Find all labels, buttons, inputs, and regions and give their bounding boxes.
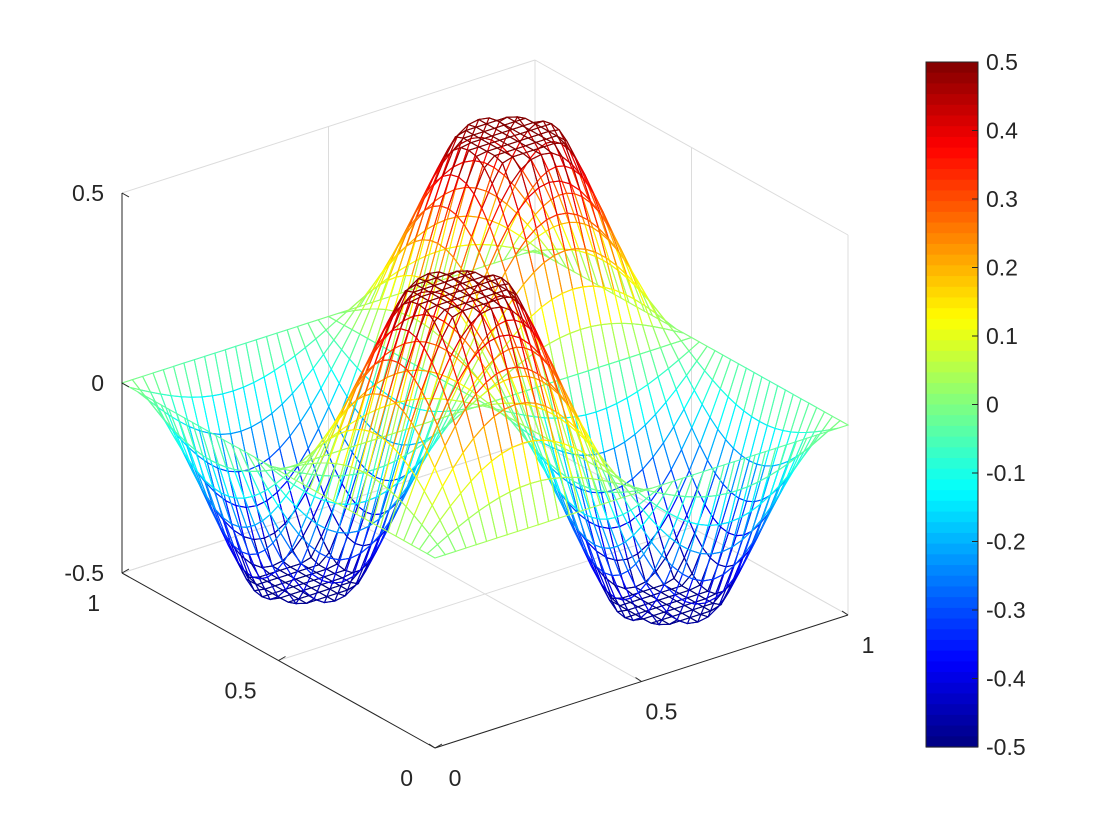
colorbar-swatch (926, 425, 978, 438)
colorbar-swatch (926, 297, 978, 309)
colorbar-swatch (926, 436, 978, 448)
colorbar-swatch (926, 222, 978, 234)
y-tick (121, 568, 130, 574)
x-tick (841, 610, 849, 616)
colorbar-swatch (926, 586, 978, 598)
colorbar-swatch (926, 458, 978, 470)
colorbar-swatch (926, 190, 978, 202)
colorbar-swatch (926, 383, 978, 395)
colorbar-tick-label: 0.1 (986, 323, 1018, 349)
colorbar-tick-label: 0.4 (986, 118, 1018, 144)
colorbar-swatch (926, 233, 978, 245)
colorbar-swatch (926, 308, 978, 320)
colorbar-swatch (926, 650, 978, 662)
colorbar-swatch (926, 629, 978, 641)
colorbar-swatch (926, 62, 978, 74)
y-tick (434, 743, 443, 749)
x-tick (428, 743, 436, 749)
x-tick-label: 0.5 (646, 699, 678, 725)
colorbar-tick-label: -0.1 (986, 460, 1026, 486)
colorbar-swatch (926, 201, 978, 213)
x-tick-label: 0 (449, 765, 462, 791)
colorbar-swatch (926, 522, 978, 534)
colorbar-swatch (926, 447, 978, 459)
colorbar-swatch (926, 340, 978, 352)
colorbar-tick-label: -0.2 (986, 529, 1026, 555)
colorbar-swatch (926, 661, 978, 673)
colorbar-tick-label: -0.5 (986, 734, 1026, 760)
y-tick-label: 0.5 (225, 678, 257, 704)
colorbar: 0.5 0.4 0.3 0.2 0.1 0 -0.1 -0.2 -0.3 -0.4 -0.5 (925, 49, 1026, 760)
colorbar-swatch (926, 468, 978, 481)
colorbar-tick-label: 0.3 (986, 186, 1018, 212)
colorbar-swatch (926, 639, 978, 652)
surface-cell (426, 543, 447, 559)
colorbar-swatch (926, 554, 978, 566)
y-tick-label: 0 (400, 765, 413, 791)
colorbar-swatch (926, 276, 978, 288)
z-tick (121, 192, 130, 198)
colorbar-swatch (926, 361, 978, 373)
colorbar-tick-label: -0.4 (986, 666, 1026, 692)
colorbar-swatch (926, 565, 978, 577)
colorbar-swatch (926, 511, 978, 523)
colorbar-tick-label: 0 (986, 392, 999, 418)
colorbar-swatch (926, 618, 978, 630)
colorbar-swatch (926, 115, 978, 127)
x-tick-label: 1 (862, 632, 875, 658)
colorbar-swatch (926, 479, 978, 491)
colorbar-swatch (926, 243, 978, 256)
colorbar-swatch (926, 179, 978, 192)
colorbar-swatch (926, 532, 978, 545)
colorbar-swatch (926, 254, 978, 266)
z-tick (121, 382, 130, 388)
colorbar-swatch (926, 672, 978, 684)
colorbar-swatch (926, 693, 978, 705)
colorbar-swatch (926, 725, 978, 737)
colorbar-swatch (926, 83, 978, 95)
colorbar-swatch (926, 169, 978, 181)
colorbar-swatch (926, 607, 978, 620)
y-tick-label: 1 (87, 590, 100, 616)
colorbar-swatch (926, 126, 978, 138)
grid-line (278, 527, 692, 661)
z-tick-label: 0.5 (72, 180, 104, 206)
colorbar-swatch (926, 736, 978, 748)
axis-ticks: 0 0.5 1 0 0.5 1 -0.5 0 0.5 (64, 180, 874, 791)
x-tick (635, 677, 642, 682)
colorbar-swatch (926, 372, 978, 384)
colorbar-swatch (926, 136, 978, 149)
z-tick-label: -0.5 (64, 560, 104, 586)
y-tick (278, 656, 286, 661)
colorbar-tick-label: -0.3 (986, 597, 1026, 623)
colorbar-swatch (926, 682, 978, 695)
colorbar-swatch (926, 350, 978, 363)
colorbar-swatch (926, 714, 978, 727)
z-tick (121, 572, 130, 578)
colorbar-swatch (926, 265, 978, 277)
colorbar-swatch (926, 104, 978, 117)
colorbar-swatch (926, 318, 978, 331)
colorbar-swatch (926, 329, 978, 341)
colorbar-swatch (926, 286, 978, 299)
colorbar-swatch (926, 147, 978, 159)
colorbar-swatch (926, 575, 978, 588)
colorbar-tick-label: 0.2 (986, 255, 1018, 281)
colorbar-swatch (926, 72, 978, 85)
colorbar-swatch (926, 490, 978, 502)
colorbar-swatch (926, 94, 978, 106)
colorbar-tick-label: 0.5 (986, 49, 1018, 75)
colorbar-swatch (926, 500, 978, 513)
colorbar-swatch (926, 158, 978, 170)
colorbar-swatch (926, 704, 978, 716)
colorbar-swatch (926, 543, 978, 555)
colorbar-swatch (926, 393, 978, 406)
colorbar-swatch (926, 404, 978, 416)
z-tick-label: 0 (91, 370, 104, 396)
colorbar-swatch (926, 597, 978, 609)
colorbar-swatch (926, 415, 978, 427)
colorbar-swatch (926, 211, 978, 224)
surface-mesh (120, 115, 850, 626)
